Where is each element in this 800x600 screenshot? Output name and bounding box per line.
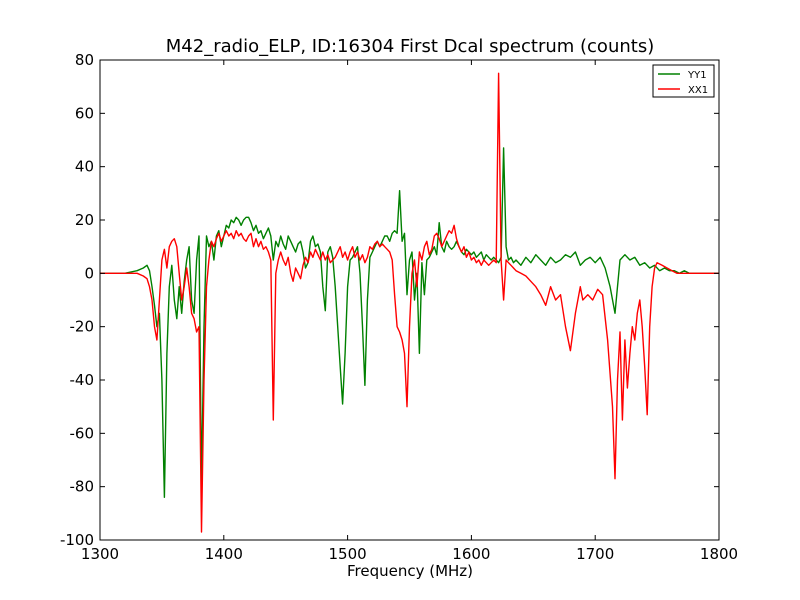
legend-box — [652, 64, 715, 98]
x-tick-label: 1600 — [452, 545, 490, 563]
x-axis-label: Frequency (MHz) — [347, 562, 473, 580]
y-tick-label: 0 — [84, 264, 94, 282]
axes-layer: 1300 1400 1500 1600 1700 1800 -100 -80 -60 -40 -20… — [60, 51, 738, 563]
plot-background — [100, 60, 719, 540]
series-line-yy1 — [100, 147, 719, 498]
plot-area — [100, 60, 719, 540]
y-tick-label: 60 — [75, 104, 94, 122]
y-tick-label: 20 — [75, 211, 94, 229]
x-tick-label: 1500 — [329, 545, 367, 563]
y-tick-label: 40 — [75, 158, 94, 176]
x-tick-label: 1800 — [700, 545, 738, 563]
y-tick-label: -40 — [70, 371, 95, 389]
y-tick-label: -100 — [60, 531, 94, 549]
x-tick-label: 1400 — [205, 545, 243, 563]
y-tick-label: -60 — [70, 424, 95, 442]
y-tick-label: -80 — [70, 478, 95, 496]
axes-frame — [99, 59, 720, 541]
series-line-xx1 — [100, 72, 719, 533]
legend-label-yy1: YY1 — [687, 70, 707, 81]
y-tick-label: -20 — [70, 318, 95, 336]
x-tick-label: 1700 — [576, 545, 614, 563]
legend-label-xx1: XX1 — [688, 85, 708, 96]
chart-title: M42_radio_ELP, ID:16304 First Dcal spect… — [166, 36, 654, 57]
x-tick-label: 1300 — [81, 545, 119, 563]
y-tick-label: 80 — [75, 51, 94, 69]
series-layer — [100, 72, 719, 533]
